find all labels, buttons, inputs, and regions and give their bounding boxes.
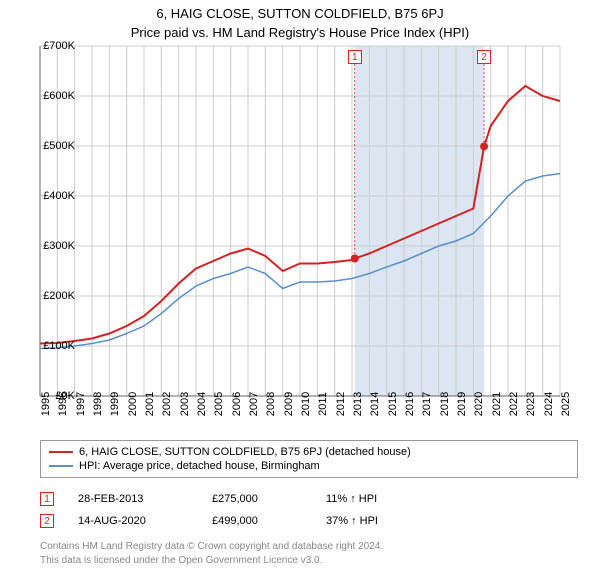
x-tick-label: 2008	[265, 392, 277, 416]
transaction-row: 1 28-FEB-2013 £275,000 11% ↑ HPI	[40, 488, 560, 510]
chart-marker-1: 1	[348, 50, 362, 64]
y-tick-label: £700K	[43, 40, 75, 52]
x-tick-label: 2004	[196, 392, 208, 416]
x-tick-label: 2002	[161, 392, 173, 416]
x-tick-label: 1997	[75, 392, 87, 416]
transaction-marker: 2	[40, 514, 54, 528]
legend: 6, HAIG CLOSE, SUTTON COLDFIELD, B75 6PJ…	[40, 440, 578, 478]
transaction-date: 14-AUG-2020	[78, 515, 188, 527]
y-tick-label: £200K	[43, 290, 75, 302]
footer-line-2: This data is licensed under the Open Gov…	[40, 554, 560, 568]
x-tick-label: 2001	[144, 392, 156, 416]
x-tick-label: 2005	[213, 392, 225, 416]
footer-line-1: Contains HM Land Registry data © Crown c…	[40, 540, 560, 554]
x-tick-label: 2009	[283, 392, 295, 416]
legend-label: 6, HAIG CLOSE, SUTTON COLDFIELD, B75 6PJ…	[79, 446, 411, 458]
x-tick-label: 2023	[525, 392, 537, 416]
x-tick-label: 2010	[300, 392, 312, 416]
transaction-vs-hpi: 11% ↑ HPI	[326, 493, 377, 505]
legend-label: HPI: Average price, detached house, Birm…	[79, 460, 320, 472]
x-tick-label: 2014	[369, 392, 381, 416]
legend-row: 6, HAIG CLOSE, SUTTON COLDFIELD, B75 6PJ…	[49, 445, 569, 459]
y-tick-label: £300K	[43, 240, 75, 252]
legend-swatch	[49, 451, 73, 453]
x-tick-label: 1996	[57, 392, 69, 416]
x-tick-label: 2015	[387, 392, 399, 416]
x-tick-label: 2007	[248, 392, 260, 416]
x-tick-label: 2021	[491, 392, 503, 416]
x-tick-label: 2012	[335, 392, 347, 416]
x-tick-label: 1995	[40, 392, 52, 416]
y-tick-label: £500K	[43, 140, 75, 152]
x-tick-label: 2017	[421, 392, 433, 416]
transaction-vs-hpi: 37% ↑ HPI	[326, 515, 378, 527]
chart-marker-2: 2	[477, 50, 491, 64]
x-tick-label: 2020	[473, 392, 485, 416]
transaction-row: 2 14-AUG-2020 £499,000 37% ↑ HPI	[40, 510, 560, 532]
y-tick-label: £400K	[43, 190, 75, 202]
x-tick-label: 2006	[231, 392, 243, 416]
x-tick-label: 2018	[439, 392, 451, 416]
x-tick-label: 2003	[179, 392, 191, 416]
transaction-price: £499,000	[212, 515, 302, 527]
footer-attribution: Contains HM Land Registry data © Crown c…	[40, 540, 560, 568]
x-tick-label: 2024	[543, 392, 555, 416]
y-tick-label: £600K	[43, 90, 75, 102]
chart-area: £0K£100K£200K£300K£400K£500K£600K£700K 1…	[40, 46, 600, 396]
x-tick-label: 2016	[404, 392, 416, 416]
chart-subtitle: Price paid vs. HM Land Registry's House …	[0, 21, 600, 46]
chart-title: 6, HAIG CLOSE, SUTTON COLDFIELD, B75 6PJ	[0, 0, 600, 21]
x-tick-label: 2025	[560, 392, 572, 416]
x-tick-label: 2022	[508, 392, 520, 416]
x-tick-label: 2013	[352, 392, 364, 416]
y-tick-label: £100K	[43, 340, 75, 352]
transaction-marker: 1	[40, 492, 54, 506]
x-tick-label: 2011	[317, 392, 329, 416]
x-tick-label: 1999	[109, 392, 121, 416]
x-tick-label: 2019	[456, 392, 468, 416]
legend-swatch	[49, 465, 73, 467]
legend-row: HPI: Average price, detached house, Birm…	[49, 459, 569, 473]
transaction-price: £275,000	[212, 493, 302, 505]
transactions-table: 1 28-FEB-2013 £275,000 11% ↑ HPI 2 14-AUG-202…	[40, 488, 560, 532]
x-tick-label: 2000	[127, 392, 139, 416]
transaction-date: 28-FEB-2013	[78, 493, 188, 505]
x-tick-label: 1998	[92, 392, 104, 416]
